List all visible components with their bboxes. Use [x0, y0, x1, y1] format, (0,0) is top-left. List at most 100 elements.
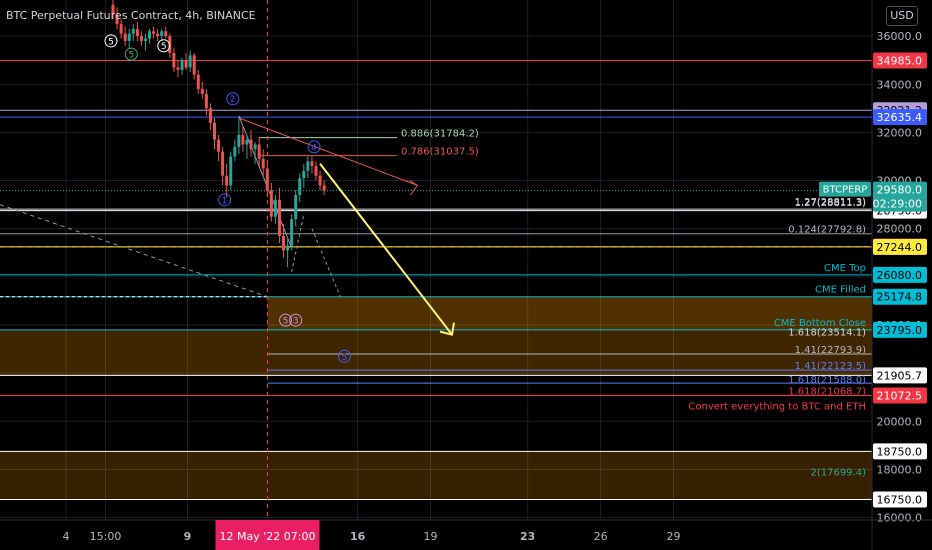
price-label: 27244.0: [877, 241, 923, 254]
candle-body: [200, 89, 204, 94]
price-label: 16750.0: [877, 494, 923, 507]
candle-body: [265, 168, 269, 191]
countdown-label: 02:29:00: [873, 198, 922, 211]
trend-line: [0, 204, 268, 298]
candle-body: [229, 156, 233, 186]
price-label: 21072.5: [877, 389, 923, 402]
price-label: 21905.7: [877, 369, 923, 382]
wave-label: 4: [311, 143, 317, 153]
price-label: 26080.0: [877, 269, 923, 282]
fib-label: 0.124(27792.8): [788, 225, 866, 236]
y-tick-label: 36000.0: [877, 30, 923, 43]
candle-body: [148, 31, 152, 39]
chart-title: BTC Perpetual Futures Contract, 4h, BINA…: [6, 9, 256, 22]
candle-body: [261, 158, 265, 169]
wave-label: 5: [342, 353, 348, 363]
wave-circle: [226, 92, 240, 106]
symbol-tag-bg: [819, 181, 871, 197]
candle-body: [318, 175, 322, 186]
candle-body: [135, 28, 139, 37]
candle-body: [123, 33, 127, 41]
candle-body: [298, 178, 302, 195]
candle-body: [143, 38, 147, 41]
candle-body: [204, 93, 208, 109]
target-zone: [0, 329, 872, 376]
candle-body: [139, 36, 143, 41]
price-label: 25174.8: [877, 291, 923, 304]
candle-body: [233, 146, 237, 157]
x-tick-label: 26: [594, 530, 608, 543]
candle-body: [217, 139, 221, 152]
candle-body: [294, 195, 298, 220]
candle-body: [172, 52, 176, 68]
wave-circle: [289, 313, 303, 327]
fib-label: 1.41(22123.5): [795, 361, 867, 372]
candle-body: [253, 144, 257, 150]
arrow-head: [409, 180, 419, 196]
price-label-bg: [873, 321, 927, 338]
trend-line: [238, 117, 418, 186]
candle-body: [221, 151, 225, 176]
candle-body: [111, 4, 115, 15]
wave-label: 5: [108, 37, 114, 47]
candle-body: [192, 55, 196, 75]
candle-body: [277, 199, 281, 236]
crosshair-date-label: 12 May '22 07:00: [220, 530, 316, 543]
wave-circle: [104, 34, 118, 48]
wave-circle: [124, 47, 138, 61]
wave-label: 2: [230, 95, 236, 105]
current-price-label: 29580.0: [877, 184, 923, 197]
cme-gap-zone: [267, 296, 872, 330]
price-label-bg: [873, 491, 927, 508]
level-label: 1.27(28811.3): [795, 198, 867, 209]
wave-circle: [307, 140, 321, 154]
symbol-tag: BTCPERP: [823, 185, 868, 196]
wave-label: 5: [128, 51, 134, 61]
x-tick-label: 9: [184, 530, 192, 543]
wave-line: [238, 115, 293, 249]
candle-body: [257, 144, 261, 159]
candle-body: [290, 219, 294, 246]
candle-body: [208, 108, 212, 123]
price-label-bg: [873, 238, 927, 255]
candle-body: [225, 175, 229, 186]
support-zone: [0, 451, 872, 500]
current-price-bg: [873, 181, 927, 212]
candle-body: [322, 185, 326, 191]
candle-body: [245, 139, 249, 145]
wave-circle: [157, 39, 171, 53]
candle-body: [310, 161, 314, 167]
horizontal-levels: [0, 60, 872, 501]
currency-button[interactable]: USD: [886, 6, 918, 26]
candle-body: [180, 60, 184, 70]
candle-body: [160, 31, 164, 37]
y-tick-label: 28000.0: [877, 223, 923, 236]
candle-body: [269, 190, 273, 217]
price-label: 32635.4: [877, 111, 923, 124]
candle-body: [156, 33, 160, 37]
candle-body: [306, 161, 310, 171]
price-label-bg: [873, 288, 927, 305]
candle-body: [213, 122, 216, 140]
y-tick-label: 16000.0: [877, 512, 923, 525]
x-tick-label: 16: [350, 530, 366, 543]
wave-circle: [279, 313, 293, 327]
candle-body: [241, 134, 245, 145]
projection-arrow-head: [439, 322, 455, 336]
price-label-bg: [873, 266, 927, 283]
fib-label: 1.618(21068.7): [788, 387, 866, 398]
y-tick-label: 20000.0: [877, 415, 923, 428]
x-tick-label: 15:00: [90, 530, 122, 543]
level-label: CME Top: [824, 263, 866, 274]
y-axis[interactable]: 16000.018000.020000.022000.024000.026000…: [819, 30, 927, 525]
level-label: CME Filled: [815, 285, 866, 296]
fib-label: 1.618(21588.0): [788, 375, 866, 386]
y-tick-label: 34000.0: [877, 78, 923, 91]
candle-body: [196, 74, 200, 90]
chart-labels: 0.886(31784.2) 0.786(31037.5) 0.124(27792.…: [401, 129, 866, 479]
wave-circle: [218, 193, 232, 207]
